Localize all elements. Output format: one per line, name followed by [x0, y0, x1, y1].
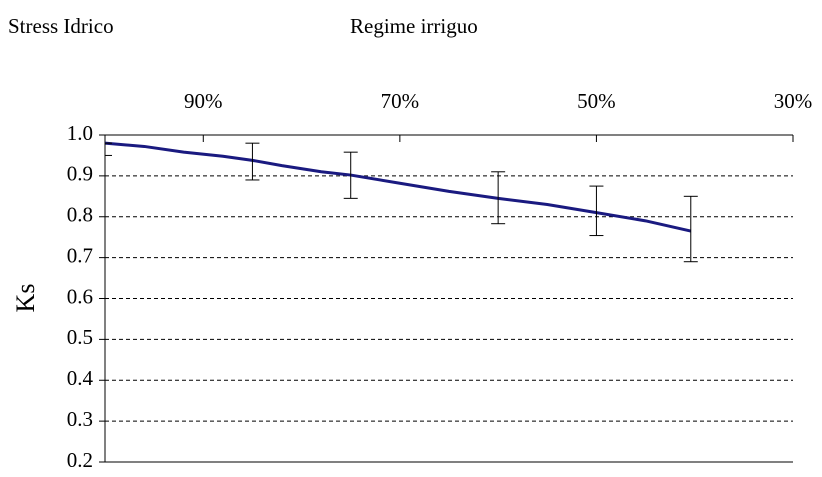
x-tick-label: 50% — [577, 89, 616, 113]
y-tick-label: 0.7 — [67, 243, 93, 267]
x-tick-label: 70% — [381, 89, 420, 113]
y-tick-label: 0.3 — [67, 407, 93, 431]
y-axis-label: Ks — [11, 284, 40, 313]
y-tick-label: 0.6 — [67, 284, 93, 308]
y-tick-label: 0.5 — [67, 325, 93, 349]
x-tick-label: 30% — [774, 89, 813, 113]
x-axis-label: Regime irriguo — [350, 14, 478, 38]
y-tick-label: 0.2 — [67, 448, 93, 472]
y-tick-label: 0.4 — [67, 366, 94, 390]
y-tick-label: 0.9 — [67, 162, 93, 186]
x-tick-label: 90% — [184, 89, 223, 113]
y-tick-label: 1.0 — [67, 121, 93, 145]
y-tick-label: 0.8 — [67, 203, 93, 227]
line-series — [104, 141, 692, 233]
corner-label: Stress Idrico — [8, 14, 114, 38]
